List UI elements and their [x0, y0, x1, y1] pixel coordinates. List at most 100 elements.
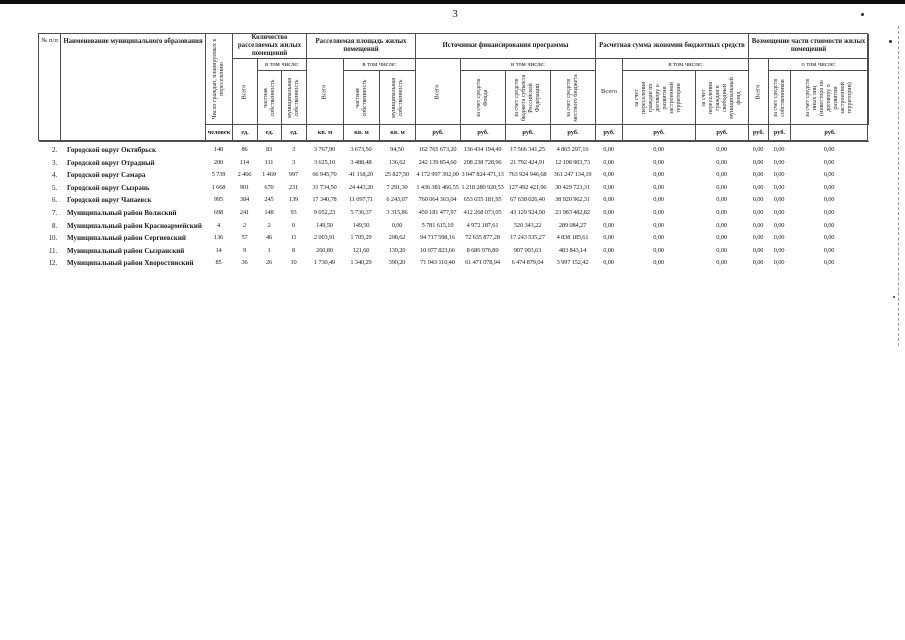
table-cell: 5 736,37 [350, 208, 372, 216]
table-cell: 1 705,29 [350, 234, 372, 242]
table-cell: 0,00 [653, 196, 664, 204]
table-cell: 0,00 [653, 183, 664, 191]
table-cell: 23 983 482,82 [555, 208, 590, 216]
unit-rub: руб. [769, 125, 791, 142]
unit-rub: руб. [506, 125, 551, 142]
table-cell: 17 566 341,25 [510, 146, 545, 153]
table-cell: 30 429 723,31 [555, 183, 590, 191]
table-cell: 384 [239, 196, 250, 204]
table-cell: 289 084,27 [558, 221, 587, 229]
header-count-private: частная собственность [258, 71, 282, 125]
unit-rub: руб. [749, 125, 769, 142]
table-cell: 2 [267, 221, 271, 229]
table-cell: 0,00 [603, 221, 614, 229]
unit-person: человек [206, 125, 233, 142]
header-fin-total: Всего [416, 59, 461, 125]
table-cell: 3 997 152,42 [556, 259, 589, 267]
table-cell: 5 739 [211, 171, 226, 179]
table-cell: 0,00 [773, 158, 785, 166]
table-cell: 6 243,07 [386, 196, 408, 204]
row-number: 5. [52, 183, 57, 192]
header-group-fin: Источники финансирования программы [416, 34, 596, 59]
unit-rub: руб. [623, 125, 696, 142]
table-cell: 0,00 [773, 221, 785, 229]
unit-rub: руб. [696, 125, 749, 142]
municipality-name: Городской округ Самара [67, 171, 146, 180]
table-cell: 26 [265, 259, 273, 267]
header-count-municipal: муниципальная собственность [282, 71, 307, 125]
table-cell: 46 [265, 234, 273, 242]
table-cell: 21 792 424,91 [510, 158, 545, 166]
table-cell: 0,00 [823, 208, 835, 216]
unit-rub: руб. [416, 125, 461, 142]
table-cell: 17 243 535,27 [510, 234, 545, 242]
header-group-count: Количество расселяемых жилых помещений [233, 34, 307, 59]
unit-rub: руб. [551, 125, 596, 142]
table-cell: 12 108 903,73 [555, 158, 590, 166]
table-header: № п/п Наименование муниципального образо… [38, 33, 869, 142]
table-cell: 0,00 [823, 146, 835, 153]
table-cell: 2 466 [237, 171, 252, 179]
table-cell: 0,00 [752, 259, 764, 267]
table-cell: 0,00 [752, 158, 764, 166]
table-cell: 9 052,23 [313, 208, 336, 216]
table-cell: 148 [213, 146, 224, 153]
table-cell: 3 [291, 158, 296, 166]
table-cell: 4 865 297,16 [556, 146, 589, 153]
municipality-name: Муниципальный район Волжский [67, 208, 177, 217]
table-cell: 0,00 [603, 158, 614, 166]
header-group-area: Расселяемая площадь жилых помещений [307, 34, 416, 59]
municipality-name: Муниципальный район Сергиевский [67, 234, 186, 243]
header-count-total: Всего [233, 59, 258, 125]
table-cell: 0,00 [823, 171, 835, 179]
table-cell: 2 003,91 [313, 234, 336, 242]
table-cell: 208 238 728,96 [463, 158, 502, 166]
table-cell: 162 765 673,20 [418, 146, 457, 153]
table-cell: 0,00 [653, 146, 664, 153]
row-number: 11. [48, 246, 57, 255]
table-row: 3. Городской округ Отрадный 200 114 111 3 3 62… [38, 157, 868, 170]
municipality-name: Муниципальный район Хворостянский [67, 259, 194, 268]
table-cell: 901 [239, 183, 250, 191]
scan-right-edge-artifact [898, 26, 899, 346]
table-cell: 139 [288, 196, 299, 204]
municipality-name: Муниципальный район Сызранский [67, 246, 185, 255]
table-cell: 41 118,20 [349, 171, 373, 179]
table-row: 8. Муниципальный район Красноармейский 4 2 2… [38, 220, 868, 233]
table-cell: 6 474 879,04 [511, 259, 544, 267]
table-cell: 0,00 [603, 183, 614, 191]
unit-sqm: кв. м [380, 125, 416, 142]
table-cell: 483 843,14 [558, 246, 587, 254]
table-cell: 0,00 [752, 196, 764, 204]
table-cell: 0,00 [716, 259, 727, 267]
table-cell: 72 635 877,28 [465, 234, 500, 242]
table-cell: 0,00 [823, 221, 835, 229]
table-cell: 0,00 [773, 171, 785, 179]
table-cell: 0,00 [823, 234, 835, 242]
table-cell: 7 291,30 [386, 183, 408, 191]
header-save-total: Всего [596, 59, 623, 125]
table-cell: 149,50 [352, 221, 370, 229]
table-cell: 14 [215, 246, 222, 254]
table-cell: 25 827,50 [384, 171, 410, 179]
table-cell: 0,00 [716, 171, 727, 179]
table-cell: 997 [288, 171, 299, 179]
table-cell: 242 139 854,60 [418, 158, 457, 166]
header-col-name: Наименование муниципального образования [61, 34, 206, 142]
table-cell: 4 172 997 392,00 [416, 171, 459, 179]
table-cell: 0 [291, 221, 296, 229]
header-area-intotal: в том числе: [344, 59, 416, 71]
scan-speck [861, 13, 864, 16]
table-cell: 0,00 [773, 246, 785, 254]
table-cell: 1 436 381 466,55 [416, 183, 459, 191]
table-cell: 653 655 181,95 [463, 196, 502, 204]
table-row: 11. Муниципальный район Сызранский 14 9 1 8 26… [38, 245, 868, 258]
table-cell: 1 [267, 246, 271, 254]
row-number: 3. [52, 158, 57, 167]
table-cell: 3 488,48 [350, 158, 372, 166]
table-row: 5. Городской округ Сызрань 1 668 901 670 231 3… [38, 182, 868, 195]
table-cell: 1 340,29 [350, 259, 372, 267]
table-cell: 0,00 [653, 221, 664, 229]
table-cell: 0,00 [603, 208, 614, 216]
table-cell: 390,20 [388, 259, 406, 267]
